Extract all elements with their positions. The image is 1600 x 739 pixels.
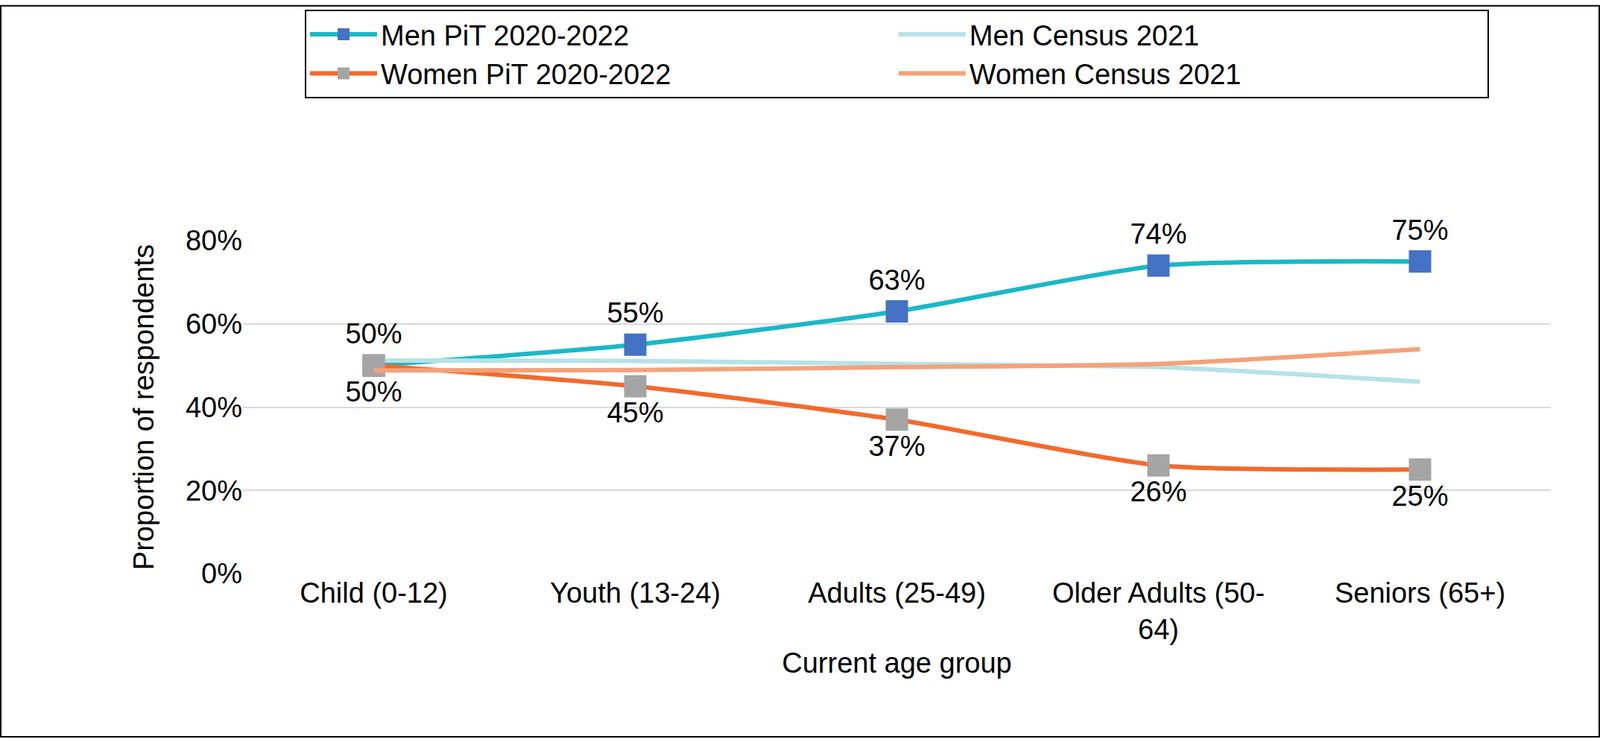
svg-text:Child (0-12): Child (0-12) bbox=[299, 577, 448, 609]
svg-text:80%: 80% bbox=[185, 225, 243, 257]
svg-text:Men Census 2021: Men Census 2021 bbox=[969, 20, 1200, 52]
svg-text:0%: 0% bbox=[201, 558, 243, 590]
svg-text:Women Census 2021: Women Census 2021 bbox=[969, 58, 1242, 91]
svg-text:63%: 63% bbox=[868, 264, 925, 296]
svg-text:40%: 40% bbox=[185, 391, 243, 424]
svg-text:Proportion of respondents: Proportion of respondents bbox=[128, 244, 160, 571]
svg-text:55%: 55% bbox=[606, 297, 664, 329]
svg-text:50%: 50% bbox=[345, 318, 402, 350]
svg-text:60%: 60% bbox=[185, 308, 243, 340]
svg-text:Youth (13-24): Youth (13-24) bbox=[549, 577, 721, 609]
svg-text:Older Adults (50-64): Older Adults (50-64) bbox=[1052, 577, 1265, 646]
svg-text:45%: 45% bbox=[606, 397, 664, 429]
svg-text:Women PiT 2020-2022: Women PiT 2020-2022 bbox=[380, 58, 671, 91]
svg-text:75%: 75% bbox=[1391, 214, 1448, 246]
svg-text:74%: 74% bbox=[1129, 218, 1187, 250]
svg-text:Seniors (65+): Seniors (65+) bbox=[1334, 577, 1506, 609]
svg-text:37%: 37% bbox=[868, 430, 925, 463]
svg-text:Current age group: Current age group bbox=[781, 647, 1012, 679]
svg-text:26%: 26% bbox=[1129, 476, 1187, 508]
svg-text:25%: 25% bbox=[1391, 480, 1448, 512]
svg-text:20%: 20% bbox=[185, 475, 243, 507]
svg-text:Adults (25-49): Adults (25-49) bbox=[807, 577, 986, 609]
svg-text:50%: 50% bbox=[345, 376, 402, 408]
svg-text:Men PiT 2020-2022: Men PiT 2020-2022 bbox=[380, 20, 629, 52]
